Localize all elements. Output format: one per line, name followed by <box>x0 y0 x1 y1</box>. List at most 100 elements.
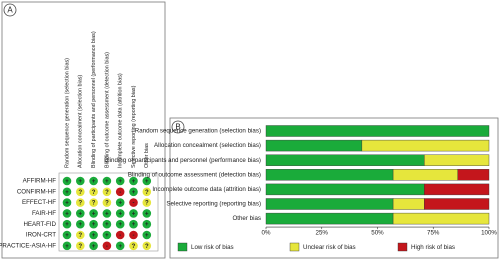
panel-a-frame <box>1 1 166 259</box>
grid-frame <box>58 172 159 252</box>
risk-symbol: + <box>118 244 122 250</box>
risk-symbol: + <box>145 211 149 217</box>
bar-segment <box>265 212 394 225</box>
panel-label: B <box>175 123 180 132</box>
risk-symbol: ? <box>145 201 149 207</box>
risk-symbol: + <box>105 222 109 228</box>
risk-circle <box>76 230 85 240</box>
risk-circle <box>142 176 152 186</box>
risk-symbol: ? <box>78 244 82 250</box>
bar-segment <box>265 183 425 196</box>
legend-label: Low risk of bias <box>191 244 234 251</box>
category-label: Other bias <box>232 215 261 222</box>
risk-circle <box>115 187 125 197</box>
risk-symbol: ? <box>105 190 109 196</box>
risk-symbol: + <box>92 179 96 185</box>
risk-circle <box>76 209 85 218</box>
risk-circle <box>129 176 138 186</box>
risk-symbol: ? <box>92 190 96 196</box>
column-label: Other bias <box>144 143 150 168</box>
row-label: HEART-FID <box>23 221 56 228</box>
row-label: EFFECT-HF <box>22 199 56 206</box>
risk-symbol: + <box>79 211 83 217</box>
risk-circle <box>62 198 72 207</box>
risk-circle <box>89 219 98 229</box>
risk-symbol: + <box>132 179 136 185</box>
panel-label-circle <box>3 3 17 17</box>
column-label: Selective reporting (reporting bias) <box>131 85 137 168</box>
risk-circle <box>89 241 98 251</box>
risk-circle <box>102 198 112 207</box>
bar-segment <box>361 139 490 152</box>
risk-circle <box>115 241 125 251</box>
x-tick-label: 0% <box>262 230 271 237</box>
risk-symbol: + <box>105 233 109 239</box>
risk-circle <box>102 241 112 251</box>
risk-circle <box>129 219 138 229</box>
risk-symbol: + <box>65 201 69 207</box>
risk-circle <box>89 230 98 240</box>
row-label: PRACTICE-ASIA-HF <box>0 242 56 249</box>
risk-symbol: + <box>118 201 122 207</box>
risk-symbol: ? <box>145 190 149 196</box>
panel-label: A <box>7 6 13 15</box>
risk-circle <box>62 209 72 218</box>
category-label: Selective reporting (reporting bias) <box>166 201 261 208</box>
risk-circle <box>89 209 98 218</box>
risk-symbol: - <box>133 201 135 207</box>
bar-segment <box>265 125 490 137</box>
risk-symbol: ? <box>78 233 82 239</box>
bar-segment <box>265 139 363 152</box>
risk-symbol: + <box>132 211 136 217</box>
risk-symbol: ? <box>92 201 96 207</box>
risk-circle <box>62 230 72 240</box>
risk-symbol: + <box>105 179 109 185</box>
risk-symbol: ? <box>78 190 82 196</box>
row-label: CONFIRM-HF <box>17 188 56 195</box>
risk-symbol: + <box>65 222 69 228</box>
risk-circle <box>102 176 112 186</box>
risk-circle <box>76 187 85 197</box>
x-tick-label: 25% <box>316 230 329 237</box>
risk-circle <box>62 187 72 197</box>
risk-circle <box>142 219 152 229</box>
risk-symbol: - <box>119 190 121 196</box>
risk-circle <box>115 219 125 229</box>
row-label: IRON-CRT <box>26 232 56 239</box>
x-tick-label: 75% <box>427 230 440 237</box>
x-tick-label: 100% <box>481 230 497 237</box>
risk-circle <box>76 241 85 251</box>
bar-segment <box>265 198 394 210</box>
column-label: Incomplete outcome data (attrition bias) <box>118 73 124 168</box>
risk-circle <box>102 230 112 240</box>
risk-symbol: ? <box>145 244 149 250</box>
legend-label: High risk of bias <box>411 244 455 251</box>
row-label: FAIR-HF <box>32 210 56 217</box>
risk-circle <box>115 176 125 186</box>
risk-symbol: + <box>145 179 149 185</box>
risk-circle <box>89 187 98 197</box>
risk-circle <box>129 198 138 207</box>
panel-label-circle <box>171 120 185 134</box>
risk-circle <box>76 198 85 207</box>
row-label: AFFIRM-HF <box>23 178 57 185</box>
risk-circle <box>89 176 98 186</box>
risk-circle <box>62 219 72 229</box>
risk-symbol: + <box>65 233 69 239</box>
column-label: Random sequence generation (selection bi… <box>64 58 70 168</box>
risk-symbol: + <box>65 190 69 196</box>
risk-symbol: ? <box>132 244 136 250</box>
bar-segment <box>424 183 490 196</box>
risk-circle <box>102 219 112 229</box>
risk-circle <box>76 176 85 186</box>
risk-symbol: + <box>92 233 96 239</box>
risk-circle <box>142 209 152 218</box>
risk-symbol: + <box>92 211 96 217</box>
risk-symbol: + <box>132 222 136 228</box>
risk-symbol: + <box>118 222 122 228</box>
legend-swatch <box>177 242 188 252</box>
column-label: Allocation concealment (selection bias) <box>78 75 84 168</box>
risk-circle <box>102 209 112 218</box>
risk-circle <box>115 209 125 218</box>
